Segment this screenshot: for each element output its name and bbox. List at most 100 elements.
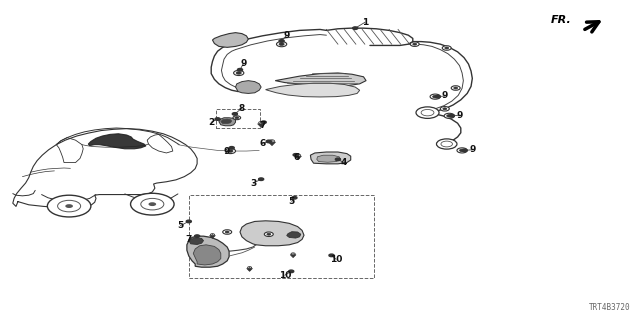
Circle shape [460,149,465,152]
Circle shape [441,141,452,147]
Circle shape [212,234,213,235]
Polygon shape [187,236,229,267]
Circle shape [148,202,156,206]
Polygon shape [236,81,261,93]
Circle shape [454,87,458,89]
Circle shape [457,148,467,153]
Circle shape [335,158,340,161]
Circle shape [248,267,252,268]
Circle shape [235,117,239,119]
Text: 10: 10 [330,255,342,264]
Circle shape [443,108,447,110]
Text: 8: 8 [239,104,245,113]
Text: 10: 10 [278,271,291,280]
Circle shape [442,46,451,50]
Polygon shape [219,118,236,126]
Circle shape [430,94,440,99]
Circle shape [225,148,236,154]
Circle shape [445,47,449,49]
Circle shape [228,150,233,152]
Polygon shape [257,124,265,127]
Circle shape [293,154,298,156]
Polygon shape [275,73,366,86]
Text: 9: 9 [240,60,246,68]
Polygon shape [88,134,146,149]
Text: TRT4B3720: TRT4B3720 [589,303,630,312]
Circle shape [433,95,438,98]
Circle shape [233,116,241,120]
Circle shape [410,42,419,46]
Circle shape [232,113,237,115]
Text: FR.: FR. [551,15,572,25]
Circle shape [276,42,287,47]
Polygon shape [310,152,351,164]
Circle shape [131,193,174,215]
Circle shape [264,232,273,236]
Circle shape [292,196,297,199]
Circle shape [449,115,454,117]
Circle shape [416,107,439,118]
Text: 9: 9 [469,145,476,154]
Polygon shape [291,255,296,258]
Text: 1: 1 [362,18,368,27]
Circle shape [444,113,454,118]
Circle shape [236,72,241,74]
Circle shape [435,95,440,98]
Polygon shape [295,156,301,159]
Circle shape [225,231,229,233]
Polygon shape [240,221,304,246]
Circle shape [289,270,294,273]
Polygon shape [247,268,253,271]
Polygon shape [212,33,248,47]
Circle shape [269,140,275,142]
Circle shape [421,109,434,116]
Circle shape [211,234,214,236]
Circle shape [279,43,284,45]
Circle shape [353,27,358,29]
Polygon shape [189,238,204,244]
Bar [216,109,260,128]
Circle shape [279,40,284,42]
Text: 6: 6 [293,153,300,162]
Text: 3: 3 [250,179,257,188]
Circle shape [141,198,164,210]
Circle shape [447,115,452,117]
Circle shape [296,154,301,156]
Circle shape [229,147,234,149]
Circle shape [440,107,449,111]
Circle shape [329,254,334,257]
Circle shape [261,121,266,124]
Bar [189,195,374,278]
Circle shape [259,178,264,180]
Circle shape [223,230,232,234]
Circle shape [186,220,191,223]
Text: 7: 7 [186,235,192,244]
Polygon shape [287,232,301,238]
Text: 2: 2 [208,118,214,127]
Circle shape [451,86,460,90]
Circle shape [260,122,262,123]
Circle shape [249,267,250,268]
Circle shape [259,122,264,124]
Text: 9: 9 [456,111,463,120]
Polygon shape [210,236,215,238]
Polygon shape [221,119,232,124]
Circle shape [195,235,200,237]
Text: 4: 4 [340,158,347,167]
Polygon shape [269,142,275,146]
Circle shape [215,118,220,120]
Polygon shape [193,245,221,265]
Text: 6: 6 [259,139,266,148]
Text: 9: 9 [223,147,230,156]
Text: 7: 7 [259,121,266,130]
Circle shape [413,43,417,45]
Circle shape [292,253,294,254]
Text: 9: 9 [284,31,290,40]
Text: 5: 5 [177,221,184,230]
Circle shape [266,140,271,143]
Circle shape [65,204,73,208]
Circle shape [237,68,243,71]
Circle shape [47,195,91,217]
Text: 9: 9 [442,92,448,100]
Circle shape [297,155,300,156]
